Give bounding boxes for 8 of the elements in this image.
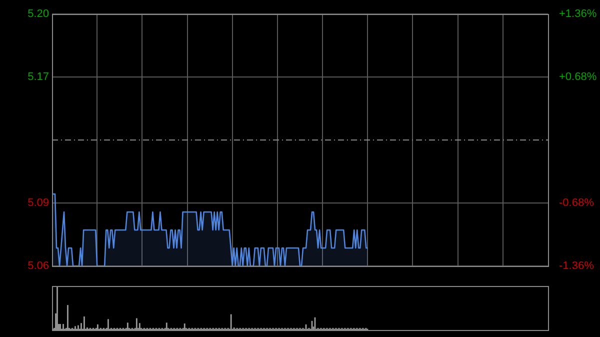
y2-tick-label: +1.36% [559, 8, 597, 20]
y-tick-label: 5.06 [28, 260, 49, 272]
y2-tick-label: -1.36% [559, 260, 594, 272]
y-tick-label: 5.09 [28, 197, 49, 210]
y-tick-label: 5.17 [28, 71, 49, 84]
y-tick-label: 5.20 [28, 8, 49, 20]
y2-tick-label: -0.68% [559, 197, 594, 210]
y2-tick-label: +0.68% [559, 71, 597, 84]
